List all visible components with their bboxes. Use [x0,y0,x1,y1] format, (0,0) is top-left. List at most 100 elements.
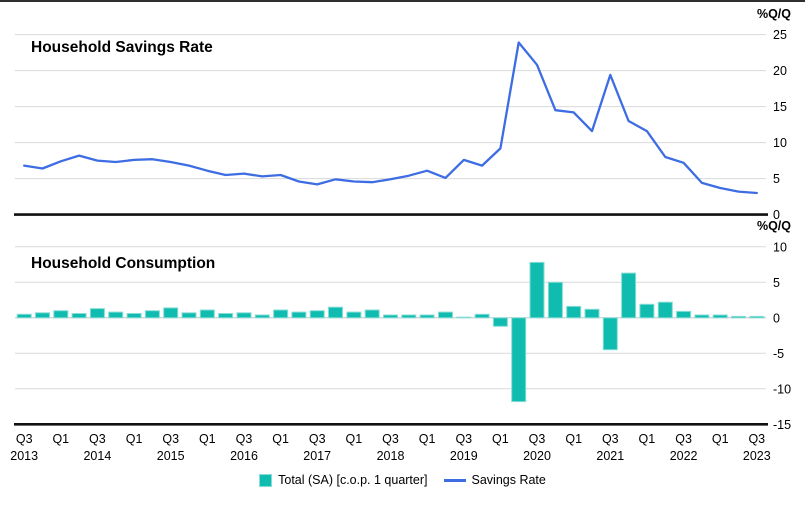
x-tick-quarter: Q3 [455,432,472,446]
consumption-bar [529,261,545,319]
bar-series-swatch [259,473,273,487]
x-tick-quarter: Q3 [529,432,546,446]
legend-item-bar: Total (SA) [c.o.p. 1 quarter] [259,473,428,487]
y-tick-label: 10 [773,136,787,150]
consumption-bar [712,314,728,319]
consumption-bar [181,312,197,319]
consumption-bar [309,310,325,319]
x-tick-quarter: Q1 [52,432,69,446]
line-series-label: Savings Rate [471,473,546,487]
consumption-bar [273,309,289,319]
consumption-bar [676,310,692,319]
y-tick-label: 0 [773,311,780,325]
y-tick-label: 10 [773,240,787,254]
x-tick-quarter: Q3 [236,432,253,446]
x-tick-year: 2016 [230,449,258,463]
consumption-bar [236,312,252,319]
consumption-bar [621,272,637,319]
y-tick-label: -5 [773,347,784,361]
consumption-bar [547,281,563,319]
consumption-bar [35,312,50,319]
consumption-bar [749,315,765,319]
x-tick-quarter: Q3 [309,432,326,446]
consumption-bar [694,314,710,319]
consumption-bar [328,306,343,319]
y-tick-label: 25 [773,28,787,42]
x-tick-quarter: Q1 [565,432,582,446]
consumption-bar [474,313,490,319]
consumption-bar [438,311,453,319]
consumption-bar [163,307,179,319]
x-tick-year: 2020 [523,449,551,463]
x-tick-quarter: Q3 [89,432,106,446]
x-tick-quarter: Q1 [346,432,363,446]
y-tick-label: 20 [773,64,787,78]
x-tick-quarter: Q3 [602,432,619,446]
consumption-bar [218,313,234,319]
consumption-bar [492,317,508,327]
savings-unit-label: %Q/Q [756,7,791,21]
consumption-bar [657,301,673,319]
consumption-bar [401,314,417,319]
consumption-bar [511,317,527,403]
consumption-bar [108,311,124,319]
y-axis-labels: 0 5 10 15 20 25 10 5 0 -5 -10 -15 [773,28,791,432]
x-tick-year: 2021 [596,449,624,463]
legend: Total (SA) [c.o.p. 1 quarter] Savings Ra… [0,473,805,487]
consumption-bar [71,313,87,319]
x-tick-quarter: Q1 [492,432,509,446]
x-tick-quarter: Q1 [419,432,436,446]
consumption-bar [254,314,270,319]
consumption-unit-label: %Q/Q [756,219,791,233]
x-tick-quarter: Q3 [16,432,33,446]
y-tick-label: -15 [773,418,791,432]
x-axis-labels: Q3 2013 Q1 Q3 2014 Q1 Q3 2015 Q1 Q3 2016 Q1 Q3 2017 Q1… [10,432,770,463]
y-tick-label: -10 [773,382,791,396]
line-series-swatch [443,478,466,482]
x-tick-year: 2017 [303,449,331,463]
x-tick-year: 2022 [670,449,698,463]
x-tick-year: 2018 [377,449,405,463]
consumption-bar [584,308,600,319]
x-tick-year: 2019 [450,449,478,463]
consumption-bar [383,314,398,319]
consumption-bar [126,313,142,319]
y-tick-label: 5 [773,276,780,290]
consumption-bar [199,309,215,319]
savings-panel-title: Household Savings Rate [31,39,213,56]
consumption-bar [346,311,362,319]
x-tick-quarter: Q1 [199,432,216,446]
y-tick-label: 0 [773,208,780,222]
x-tick-quarter: Q3 [675,432,692,446]
x-tick-quarter: Q1 [126,432,143,446]
savings-rate-line [23,41,758,195]
bar-series-label: Total (SA) [c.o.p. 1 quarter] [278,473,428,487]
gridlines [15,34,766,390]
consumption-bar [456,316,472,319]
consumption-bar [364,309,380,319]
x-tick-year: 2014 [83,449,111,463]
x-tick-quarter: Q1 [639,432,656,446]
x-tick-quarter: Q1 [712,432,729,446]
consumption-panel-title: Household Consumption [31,255,216,272]
x-tick-quarter: Q3 [382,432,399,446]
consumption-bar [602,317,618,351]
consumption-bar [639,303,655,319]
consumption-bar [419,314,435,319]
consumption-bar [291,311,307,319]
x-tick-quarter: Q1 [272,432,289,446]
consumption-bar [53,310,69,319]
y-tick-label: 15 [773,100,787,114]
consumption-bars [16,261,765,403]
consumption-bar [144,310,160,319]
consumption-bar [89,308,105,319]
consumption-bar [731,315,746,319]
x-tick-year: 2013 [10,449,38,463]
legend-item-line: Savings Rate [443,473,546,487]
consumption-bar [566,305,582,319]
consumption-bar [16,313,32,319]
x-tick-quarter: Q3 [162,432,179,446]
x-tick-quarter: Q3 [748,432,765,446]
